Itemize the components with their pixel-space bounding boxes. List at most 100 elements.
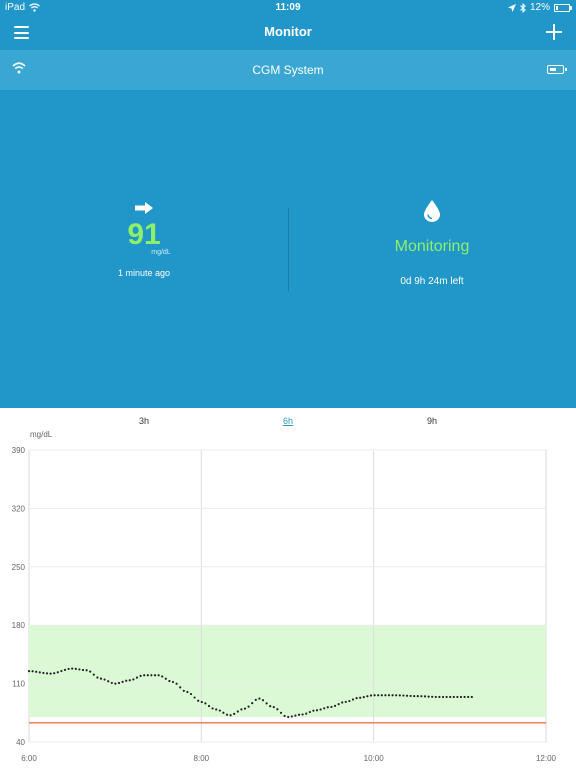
- glucose-point: [117, 681, 121, 685]
- battery-icon: [547, 65, 567, 74]
- panel-divider: [288, 208, 289, 292]
- range-tabs: 3h 6h 9h: [0, 416, 576, 430]
- y-tick-label: 320: [12, 504, 26, 513]
- glucose-point: [92, 673, 95, 676]
- glucose-point: [168, 679, 171, 683]
- glucose-point: [449, 695, 452, 699]
- glucose-point: [27, 669, 31, 673]
- glucose-point: [60, 669, 63, 673]
- glucose-point: [146, 674, 149, 677]
- y-tick-label: 250: [12, 563, 26, 572]
- glucose-point: [308, 710, 311, 714]
- glucose-point: [319, 708, 322, 711]
- status-right: 12%: [507, 2, 572, 13]
- range-tab-6h[interactable]: 6h: [282, 416, 293, 426]
- glucose-point: [207, 704, 211, 708]
- glucose-reading: 91 mg/dL 1 minute ago: [0, 202, 288, 278]
- range-tab-9h[interactable]: 9h: [426, 416, 437, 426]
- glucose-point: [279, 711, 283, 714]
- glucose-point: [128, 679, 131, 682]
- glucose-point: [305, 712, 308, 715]
- glucose-point: [269, 705, 272, 708]
- glucose-point: [200, 700, 203, 704]
- range-tab-3h[interactable]: 3h: [138, 416, 149, 426]
- glucose-point: [81, 668, 85, 672]
- device-bar: CGM System: [0, 50, 576, 90]
- x-tick-label: 6:00: [21, 754, 37, 763]
- glucose-point: [391, 694, 394, 697]
- wifi-status-icon: [29, 3, 40, 12]
- glucose-point: [431, 695, 434, 698]
- glucose-point: [445, 695, 448, 699]
- glucose-point: [405, 694, 409, 697]
- glucose-point: [164, 677, 167, 680]
- glucose-point: [323, 707, 326, 710]
- glucose-point: [416, 695, 419, 698]
- device-label: iPad: [5, 2, 26, 13]
- bluetooth-icon: [520, 2, 526, 13]
- glucose-point: [56, 671, 59, 674]
- glucose-point: [452, 695, 455, 699]
- x-tick-label: 10:00: [364, 754, 385, 763]
- glucose-point: [434, 695, 437, 699]
- glucose-point: [189, 692, 193, 696]
- glucose-point: [301, 713, 304, 716]
- glucose-point: [67, 667, 70, 671]
- glucose-point: [157, 674, 160, 677]
- glucose-point: [359, 696, 362, 699]
- glucose-point: [193, 696, 196, 699]
- glucose-point: [326, 706, 329, 709]
- hamburger-menu-icon[interactable]: [14, 26, 29, 39]
- glucose-point: [366, 695, 369, 698]
- status-left: iPad: [5, 2, 40, 13]
- glucose-point: [441, 695, 445, 699]
- glucose-point: [240, 708, 243, 711]
- glucose-point: [344, 700, 347, 704]
- glucose-point: [312, 709, 315, 712]
- glucose-point: [423, 695, 427, 698]
- glucose-point: [254, 698, 257, 701]
- glucose-point: [283, 714, 286, 718]
- sensor-time-left: 0d 9h 24m left: [400, 276, 464, 287]
- reading-time-ago: 1 minute ago: [117, 268, 171, 278]
- sensor-status: Monitoring 0d 9h 24m left: [288, 200, 576, 287]
- add-button[interactable]: [546, 24, 562, 40]
- glucose-point: [42, 671, 45, 675]
- page-title: Monitor: [264, 24, 312, 39]
- glucose-point: [395, 694, 398, 697]
- glucose-point: [125, 679, 128, 682]
- glucose-point: [459, 695, 463, 699]
- glucose-point: [182, 689, 185, 692]
- glucose-point: [153, 674, 157, 677]
- glucose-point: [427, 695, 430, 698]
- glucose-point: [99, 677, 103, 680]
- glucose-point: [143, 674, 146, 677]
- glucose-point: [45, 672, 49, 675]
- status-bar: iPad 11:09 12%: [0, 0, 576, 16]
- glucose-point: [96, 676, 99, 679]
- glucose-point: [355, 697, 358, 700]
- glucose-point: [139, 674, 142, 677]
- glucose-point: [348, 699, 351, 703]
- glucose-point: [265, 702, 268, 705]
- glucose-point: [132, 678, 135, 681]
- glucose-point: [225, 713, 229, 716]
- glucose-point: [297, 713, 301, 716]
- glucose-point: [85, 669, 88, 672]
- glucose-point: [211, 707, 214, 710]
- glucose-point: [456, 695, 459, 699]
- glucose-point: [103, 678, 106, 681]
- y-tick-label: 110: [12, 680, 25, 689]
- glucose-point: [384, 694, 387, 697]
- glucose-point: [175, 682, 178, 685]
- y-tick-label: 40: [16, 738, 25, 747]
- glucose-point: [351, 698, 355, 701]
- glucose-point: [362, 696, 365, 699]
- glucose-point: [121, 680, 124, 683]
- battery-status-icon: [554, 3, 572, 12]
- y-tick-label: 390: [12, 446, 26, 455]
- glucose-point: [53, 672, 56, 675]
- monitoring-status: Monitoring: [394, 238, 470, 255]
- glucose-point: [236, 710, 239, 713]
- glucose-point: [420, 695, 423, 698]
